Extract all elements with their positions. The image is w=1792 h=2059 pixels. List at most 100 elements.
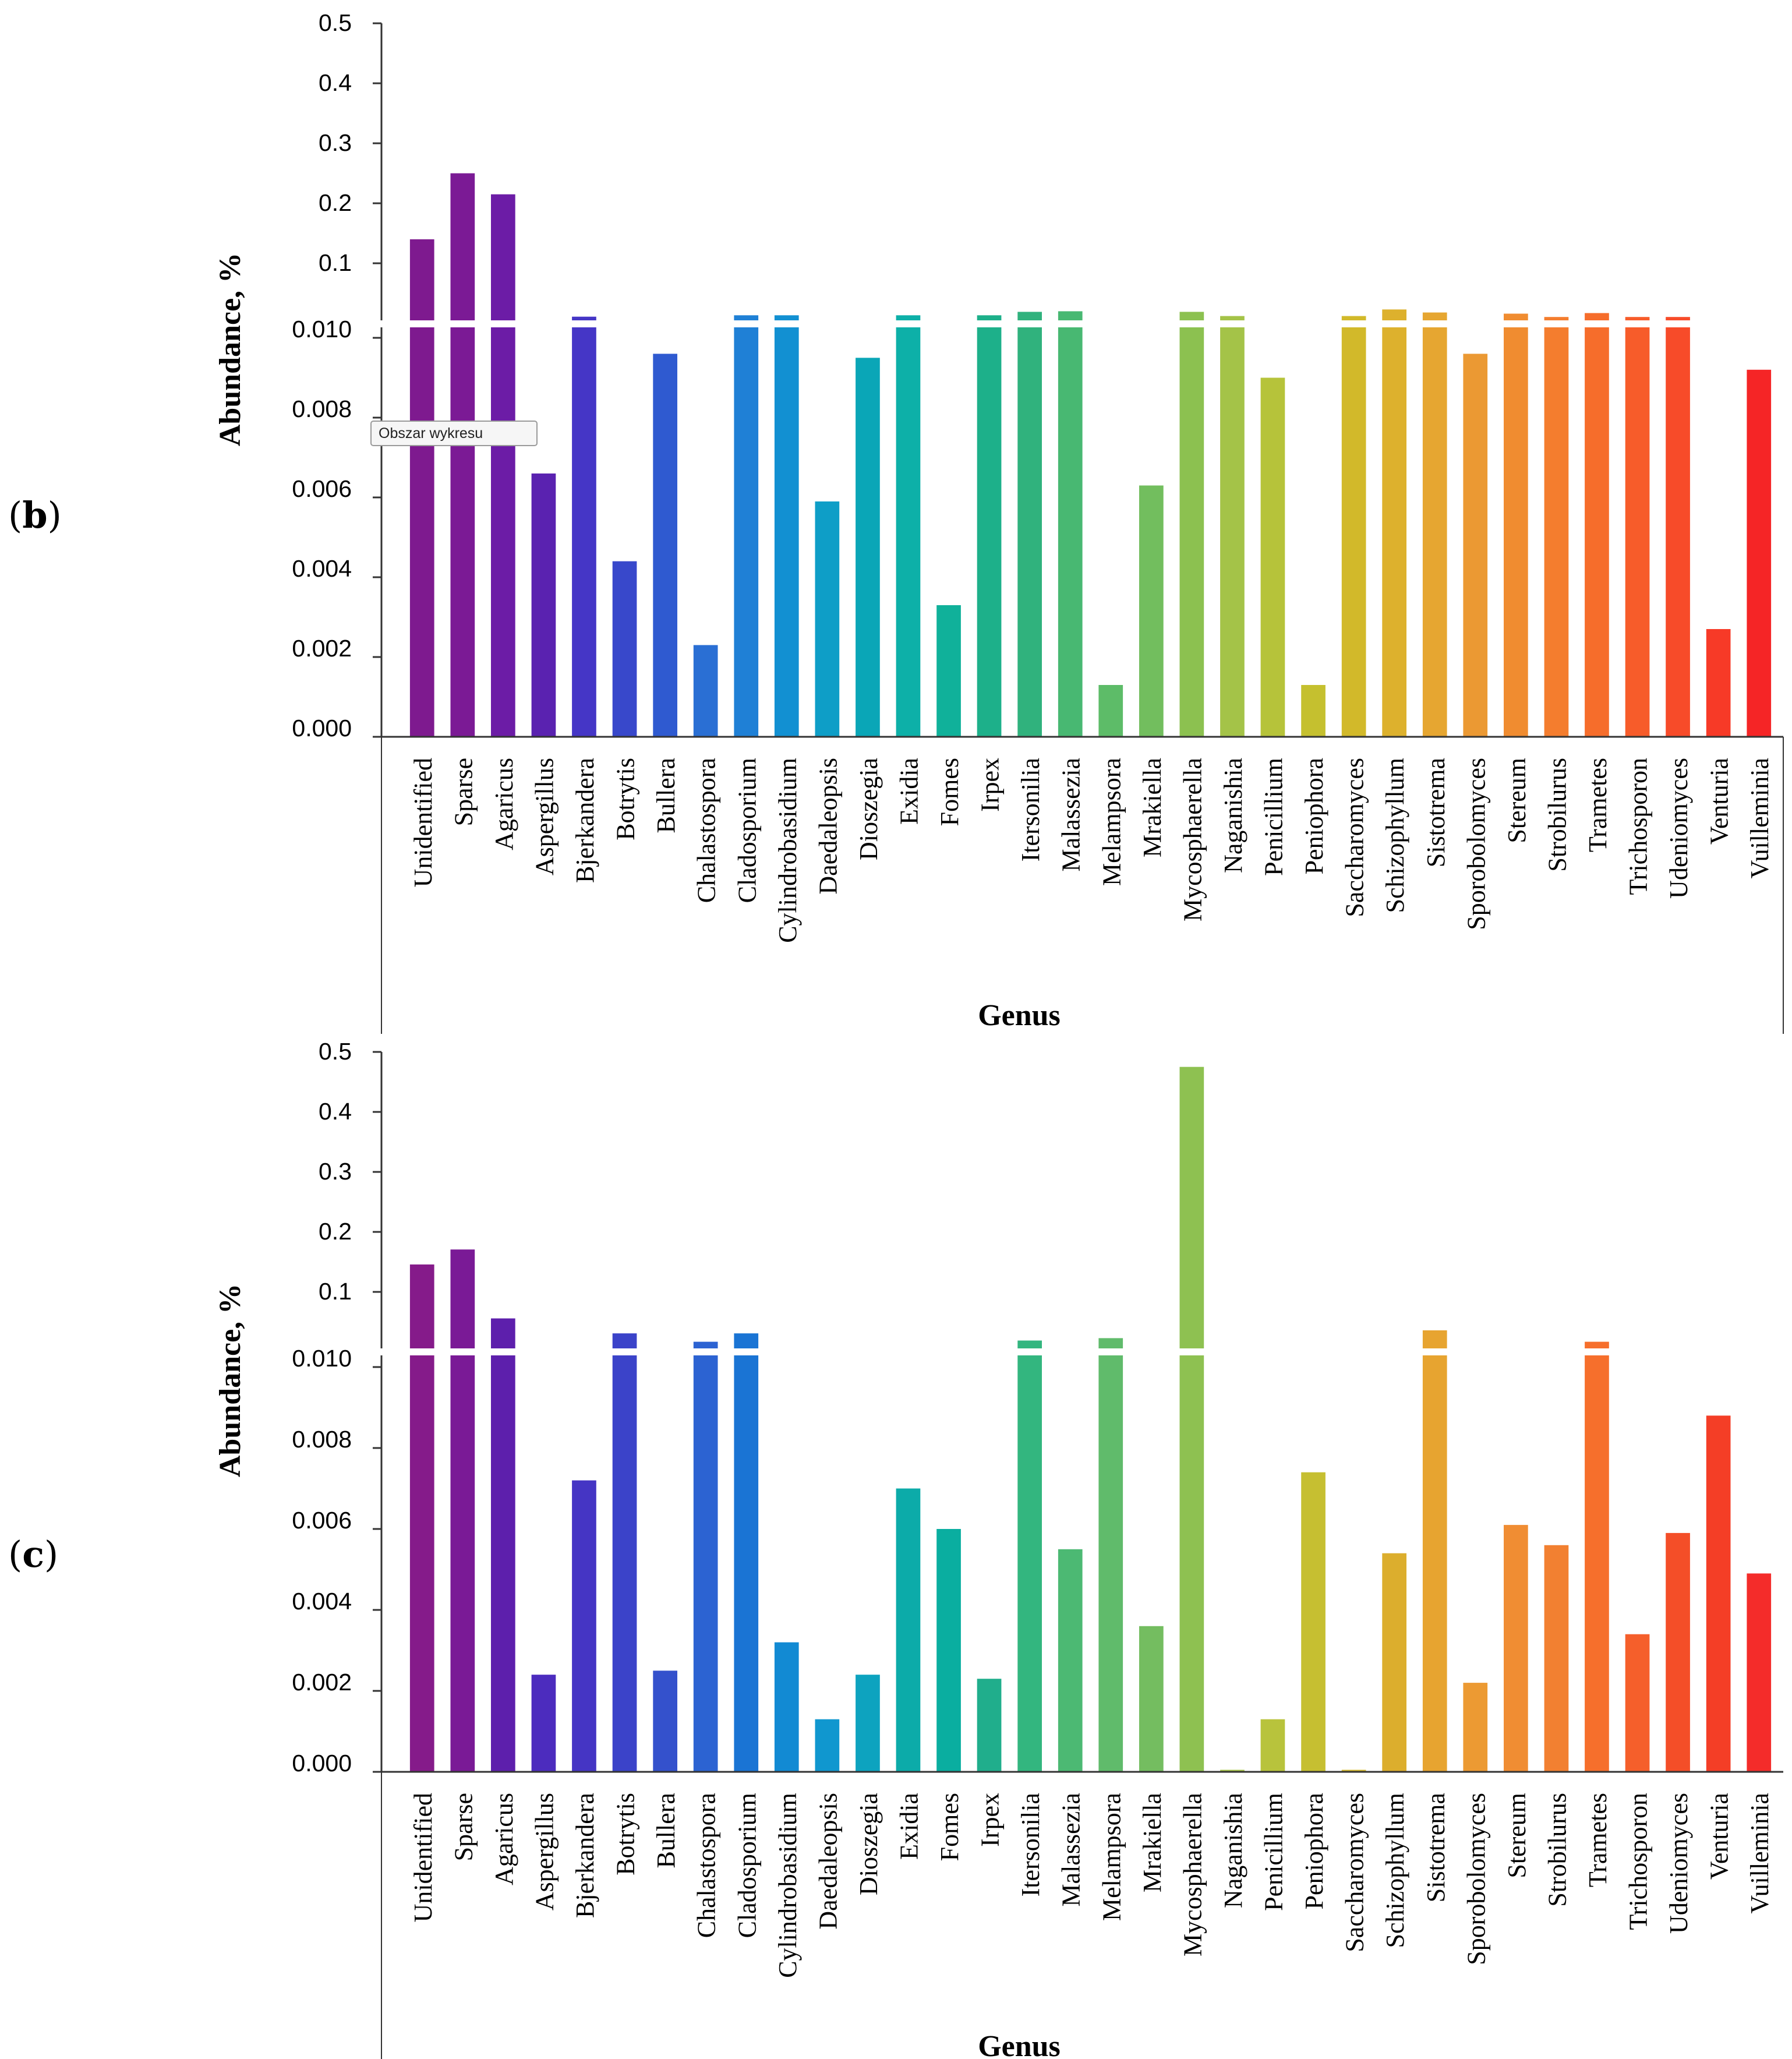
y-ticks-upper-b: 0.1 0.2 0.3 0.4 0.5 <box>319 9 352 276</box>
category-label: Saccharomyces <box>1341 758 1369 917</box>
bar-cylindrobasidium <box>774 1642 799 1772</box>
y-ticks-lower-b: 0.000 0.002 0.004 0.006 0.008 0.010 <box>292 316 352 741</box>
category-label: Unidentified <box>409 1793 437 1922</box>
x-axis-title-c: Genus <box>978 2030 1061 2059</box>
category-label: Strobilurus <box>1543 758 1571 872</box>
bar-chalastospora <box>693 1341 718 1772</box>
category-label: Sistotrema <box>1422 758 1450 867</box>
category-label: Chalastospora <box>692 1793 721 1938</box>
bar-irpex <box>977 315 1002 737</box>
y-tick-lower: 0.002 <box>292 635 352 662</box>
bar-fomes <box>936 1529 961 1772</box>
category-label: Unidentified <box>409 758 437 887</box>
bar-agaricus <box>491 1318 515 1772</box>
y-tick-upper: 0.5 <box>319 9 352 36</box>
bar-udeniomyces <box>1666 1532 1690 1772</box>
category-label: Melampsora <box>1097 1793 1126 1921</box>
category-label: Exidia <box>895 1793 923 1860</box>
bar-trichosporon <box>1625 1634 1650 1772</box>
category-label: Agaricus <box>490 1793 518 1885</box>
axis-break-c <box>379 1348 1792 1355</box>
category-label: Sporobolomyces <box>1462 1793 1490 1965</box>
bar-penicillium <box>1260 377 1285 737</box>
category-label: Itersonilia <box>1016 1793 1045 1896</box>
bar-unidentified <box>409 1264 434 1772</box>
y-tick-marks-b <box>373 22 381 738</box>
bar-schizophyllum <box>1382 309 1406 737</box>
y-tick-upper: 0.3 <box>319 129 352 156</box>
bar-schizophyllum <box>1382 1553 1406 1772</box>
bar-bjerkandera <box>572 316 596 737</box>
category-label: Trichosporon <box>1624 758 1653 895</box>
bar-aspergillus <box>531 473 556 737</box>
tooltip-box <box>370 421 538 446</box>
category-label: Penicillium <box>1260 1793 1288 1911</box>
y-axis-title-c: Abundance, % <box>214 1284 247 1477</box>
category-label: Trametes <box>1584 758 1612 852</box>
category-label: Dioszegia <box>854 758 883 860</box>
category-label: Trametes <box>1584 1793 1612 1887</box>
y-ticks-lower-c: 0.000 0.002 0.004 0.006 0.008 0.010 <box>292 1345 352 1777</box>
bar-malassezia <box>1058 311 1083 737</box>
bar-dioszegia <box>856 1675 880 1772</box>
category-label: Sistotrema <box>1422 1793 1450 1902</box>
bar-bullera <box>653 354 677 737</box>
category-label: Cladosporium <box>733 758 761 903</box>
category-label: Malassezia <box>1057 1793 1086 1906</box>
category-label: Sparse <box>449 1793 478 1861</box>
bar-sporobolomyces <box>1463 1683 1488 1772</box>
category-label: Agaricus <box>490 758 518 850</box>
bar-irpex <box>977 1679 1002 1772</box>
category-label: Strobilurus <box>1543 1793 1571 1907</box>
category-label: Botrytis <box>612 1793 640 1876</box>
y-tick-lower: 0.000 <box>292 1750 352 1777</box>
y-tick-lower: 0.006 <box>292 475 352 502</box>
bar-venturia <box>1706 629 1731 737</box>
category-label: Sparse <box>449 758 478 826</box>
category-label: Sporobolomyces <box>1462 758 1490 930</box>
y-tick-lower: 0.008 <box>292 395 352 422</box>
bar-melampsora <box>1098 685 1123 737</box>
bar-daedaleopsis <box>815 1719 840 1772</box>
category-label: Irpex <box>976 758 1005 812</box>
category-label: Melampsora <box>1097 758 1126 886</box>
bar-chalastospora <box>693 645 718 737</box>
category-label: Naganishia <box>1219 1793 1247 1908</box>
bar-itersonilia <box>1017 1340 1042 1772</box>
panel-label-c: (c) <box>8 1533 58 1576</box>
y-tick-lower: 0.006 <box>292 1507 352 1534</box>
category-label: Stereum <box>1503 758 1531 843</box>
y-ticks-upper-c: 0.1 0.2 0.3 0.4 0.5 <box>319 1038 352 1305</box>
category-label: Saccharomyces <box>1341 1793 1369 1952</box>
bar-exidia <box>896 1488 921 1772</box>
category-label: Fomes <box>935 758 964 826</box>
bar-mrakiella <box>1139 485 1164 737</box>
category-label: Mrakiella <box>1138 1793 1167 1892</box>
bar-botrytis <box>612 1333 637 1772</box>
bar-trametes <box>1585 313 1609 737</box>
bar-vuilleminia <box>1747 369 1772 737</box>
category-label: Schizophyllum <box>1381 758 1409 913</box>
bar-daedaleopsis <box>815 501 840 737</box>
category-label: Venturia <box>1705 758 1734 845</box>
bar-itersonilia <box>1017 312 1042 737</box>
bar-trichosporon <box>1625 317 1650 737</box>
category-label: Itersonilia <box>1016 758 1045 861</box>
bar-aspergillus <box>531 1675 556 1772</box>
y-tick-upper: 0.2 <box>319 189 352 216</box>
category-label: Mycosphaerella <box>1178 1793 1207 1956</box>
bar-sporobolomyces <box>1463 354 1488 737</box>
bar-agaricus <box>491 194 515 737</box>
category-label: Daedaleopsis <box>814 758 842 895</box>
y-tick-upper: 0.2 <box>319 1218 352 1245</box>
bar-cylindrobasidium <box>774 315 799 737</box>
bar-melampsora <box>1098 1338 1123 1772</box>
category-label: Bullera <box>652 1793 680 1869</box>
category-label: Malassezia <box>1057 758 1086 871</box>
category-label: Aspergillus <box>530 1793 559 1910</box>
y-tick-lower: 0.000 <box>292 715 352 741</box>
bar-peniophora <box>1301 1472 1326 1772</box>
category-label: Fomes <box>935 1793 964 1861</box>
bar-stereum <box>1504 1525 1528 1772</box>
